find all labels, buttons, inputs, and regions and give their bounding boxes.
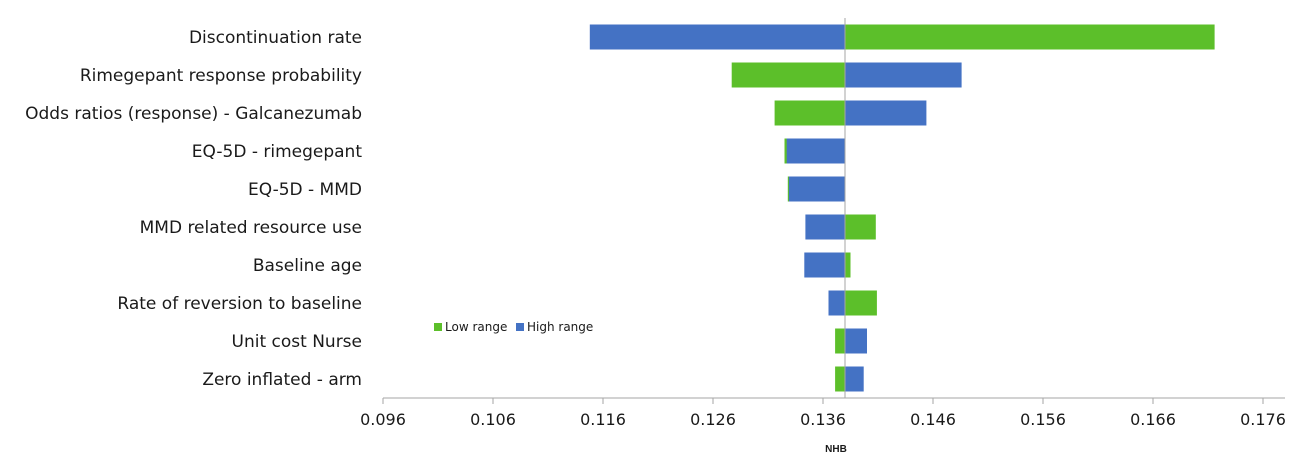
high-range-bar [845,366,864,392]
low-range-bar [845,290,877,316]
low-range-bar [835,366,845,392]
x-axis-tick-labels: 0.096 0.106 0.116 0.126 0.136 0.146 0.156 0.166… [360,410,1286,429]
x-tick-label: 0.146 [910,410,956,429]
category-label: Discontinuation rate [189,28,362,48]
high-range-bar [845,100,927,126]
x-tick-label: 0.156 [1020,410,1066,429]
category-label: Baseline age [253,256,362,276]
category-label: Zero inflated - arm [202,370,362,390]
low-range-bar [845,24,1215,50]
legend-swatch [434,323,442,331]
low-range-bar [774,100,845,126]
high-range-bar [788,176,845,202]
high-range-bar [804,252,845,278]
x-tick-label: 0.166 [1130,410,1176,429]
legend: Low range High range [434,320,593,334]
x-tick-label: 0.126 [690,410,736,429]
category-label: EQ-5D - MMD [248,180,362,200]
x-tick-label: 0.096 [360,410,406,429]
low-range-bar [731,62,845,88]
high-range-bar [828,290,845,316]
low-range-bar [845,252,851,278]
category-label: Rate of reversion to baseline [117,294,362,314]
x-axis-title: NHB [825,444,847,455]
bars [589,24,1215,392]
x-axis-ticks [382,398,1264,404]
x-tick-label: 0.136 [800,410,846,429]
high-range-bar [845,328,867,354]
category-label: EQ-5D - rimegepant [192,142,363,162]
legend-label: Low range [445,320,507,334]
category-label: Rimegepant response probability [80,66,362,86]
legend-swatch [516,323,524,331]
category-label: Odds ratios (response) - Galcanezumab [25,104,362,124]
high-range-bar [786,138,845,164]
low-range-bar [845,214,876,240]
high-range-bar [845,62,962,88]
high-range-bar [805,214,845,240]
category-label: Unit cost Nurse [232,332,362,352]
low-range-bar [835,328,845,354]
high-range-bar [589,24,845,50]
x-tick-label: 0.116 [580,410,626,429]
x-tick-label: 0.176 [1240,410,1286,429]
category-label: MMD related resource use [140,218,362,238]
legend-label: High range [527,320,593,334]
category-labels: Discontinuation rate Rimegepant response … [25,28,362,390]
x-tick-label: 0.106 [470,410,516,429]
